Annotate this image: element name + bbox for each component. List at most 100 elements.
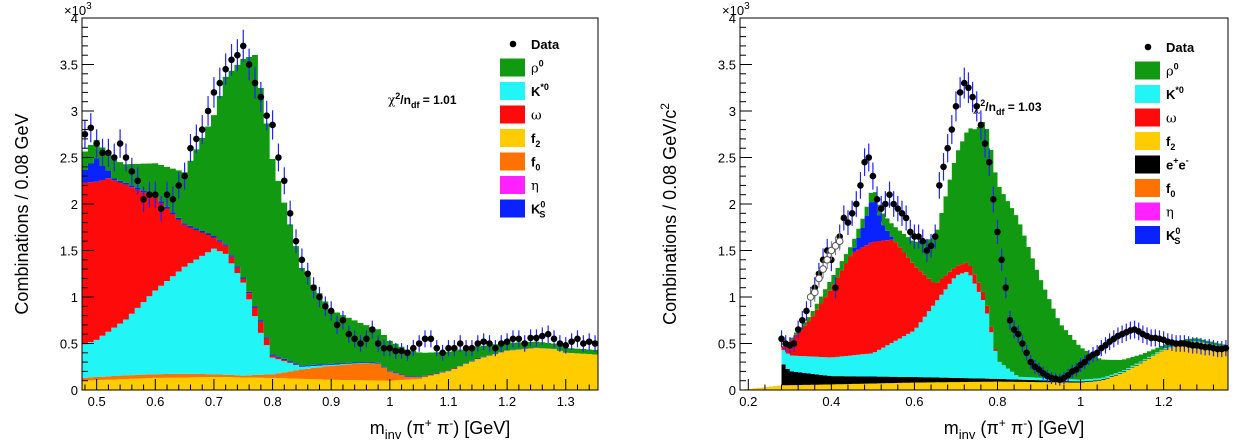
x-tick-label: 1.2 (498, 394, 516, 409)
legend-swatch (1135, 226, 1160, 244)
data-point (890, 200, 897, 208)
data-point (952, 103, 960, 110)
x-axis-title: minv (π+ π-) [GeV] (370, 416, 511, 442)
y-tick-label: 3 (729, 104, 736, 119)
data-point (936, 182, 943, 189)
legend-label: η (1166, 206, 1174, 221)
data-point (234, 51, 241, 59)
data-point (969, 93, 976, 101)
data-point (919, 237, 927, 245)
data-point (486, 340, 493, 347)
data-point (316, 293, 323, 301)
data-point (374, 340, 382, 347)
legend-label: K*0 (1166, 85, 1184, 102)
series-f0 (82, 347, 598, 381)
legend-label: f2 (531, 131, 540, 149)
data-point (940, 163, 947, 171)
legend-entry: f2 (1135, 132, 1175, 152)
data-point (216, 79, 224, 87)
data-point (474, 340, 482, 347)
x-tick-label: 0.7 (205, 394, 223, 409)
legend-marker (1144, 43, 1152, 51)
data-point (852, 200, 860, 208)
legend-swatch (1135, 85, 1160, 103)
data-point (1081, 358, 1089, 366)
legend-entry: K*0 (500, 82, 549, 100)
stacked-histogram (740, 121, 1228, 390)
x-tick-label: 1.1 (439, 394, 457, 409)
x-tick-label: 1.2 (1155, 394, 1173, 409)
data-point (339, 316, 347, 324)
legend-entry: ω (1135, 108, 1177, 127)
legend-marker (509, 40, 517, 48)
data-point-open (827, 246, 836, 255)
y-tick-label: 0.5 (718, 337, 736, 352)
data-point (421, 335, 429, 343)
data-point (116, 140, 124, 147)
data-point (848, 210, 856, 217)
data-point (1073, 366, 1080, 373)
stacked-histogram (82, 55, 598, 390)
data-point (585, 338, 593, 345)
y-tick-label: 1.5 (718, 244, 736, 259)
data-point (1010, 326, 1018, 333)
x-tick-label: 1 (1077, 394, 1084, 409)
data-point (503, 338, 511, 345)
data-point (973, 103, 981, 110)
series-f2 (82, 348, 598, 390)
legend: Data ρ0 K*0 ω f2 e+e-f0 η K0 S (1135, 40, 1195, 246)
data-point (269, 121, 276, 129)
data-point (923, 247, 931, 254)
data-point (927, 242, 935, 250)
data-point (439, 349, 446, 357)
legend-entry: ρ0 (1135, 61, 1179, 80)
data-point (263, 112, 271, 119)
data-point (298, 256, 306, 264)
series-ee (740, 341, 1228, 390)
legend-label: K*0 (531, 82, 549, 99)
legend-entry: ω (500, 105, 542, 124)
legend-label: Data (1166, 40, 1195, 55)
data-point (280, 177, 288, 185)
legend-swatch (500, 129, 525, 147)
data-point (398, 347, 405, 355)
data-point (468, 344, 476, 352)
x-axis: 0.5 0.6 0.7 0.8 0.9 1 1.1 1.2 1.3 (84, 379, 590, 409)
data-point (538, 332, 546, 340)
data-point (977, 121, 985, 129)
data-point (873, 196, 881, 203)
data-point (1023, 349, 1030, 357)
legend-entry: K0 S (500, 199, 545, 220)
data-point (140, 196, 147, 203)
y-tick-label: 3 (71, 104, 78, 119)
data-point (351, 335, 358, 343)
legend-swatch (1135, 155, 1160, 174)
data-point (404, 349, 411, 357)
data-point (794, 326, 802, 333)
data-point (869, 172, 877, 180)
data-point (998, 256, 1005, 264)
y-tick-label: 1 (729, 290, 736, 305)
series-omega (740, 239, 1228, 390)
legend-label: ω (1166, 112, 1177, 127)
data-point (861, 158, 868, 166)
data-point (169, 196, 177, 203)
data-point (327, 307, 335, 315)
legend-swatch (500, 199, 525, 218)
legend-label: f0 (1166, 181, 1175, 199)
data-point (122, 154, 130, 161)
data-point-open (806, 293, 815, 301)
data-point (368, 326, 376, 333)
y-multiplier-label: ×103 (722, 1, 750, 18)
chart-panel-left: 0.5 0.6 0.7 0.8 0.9 1 1.1 1.2 1.3 0 0.5 1 1.5 2 2.5 3 3.… (12, 1, 599, 442)
data-point-open (831, 242, 840, 250)
data-point (310, 284, 317, 292)
data-point (415, 340, 423, 347)
data-point (533, 334, 540, 342)
legend-entry: e+e- (1135, 155, 1189, 174)
data-point (527, 334, 534, 342)
data-point (93, 140, 100, 147)
y-axis-title: Combinations / 0.08 GeV/c2 (658, 103, 680, 325)
data-point (1014, 330, 1022, 338)
legend-label: Data (531, 37, 560, 52)
